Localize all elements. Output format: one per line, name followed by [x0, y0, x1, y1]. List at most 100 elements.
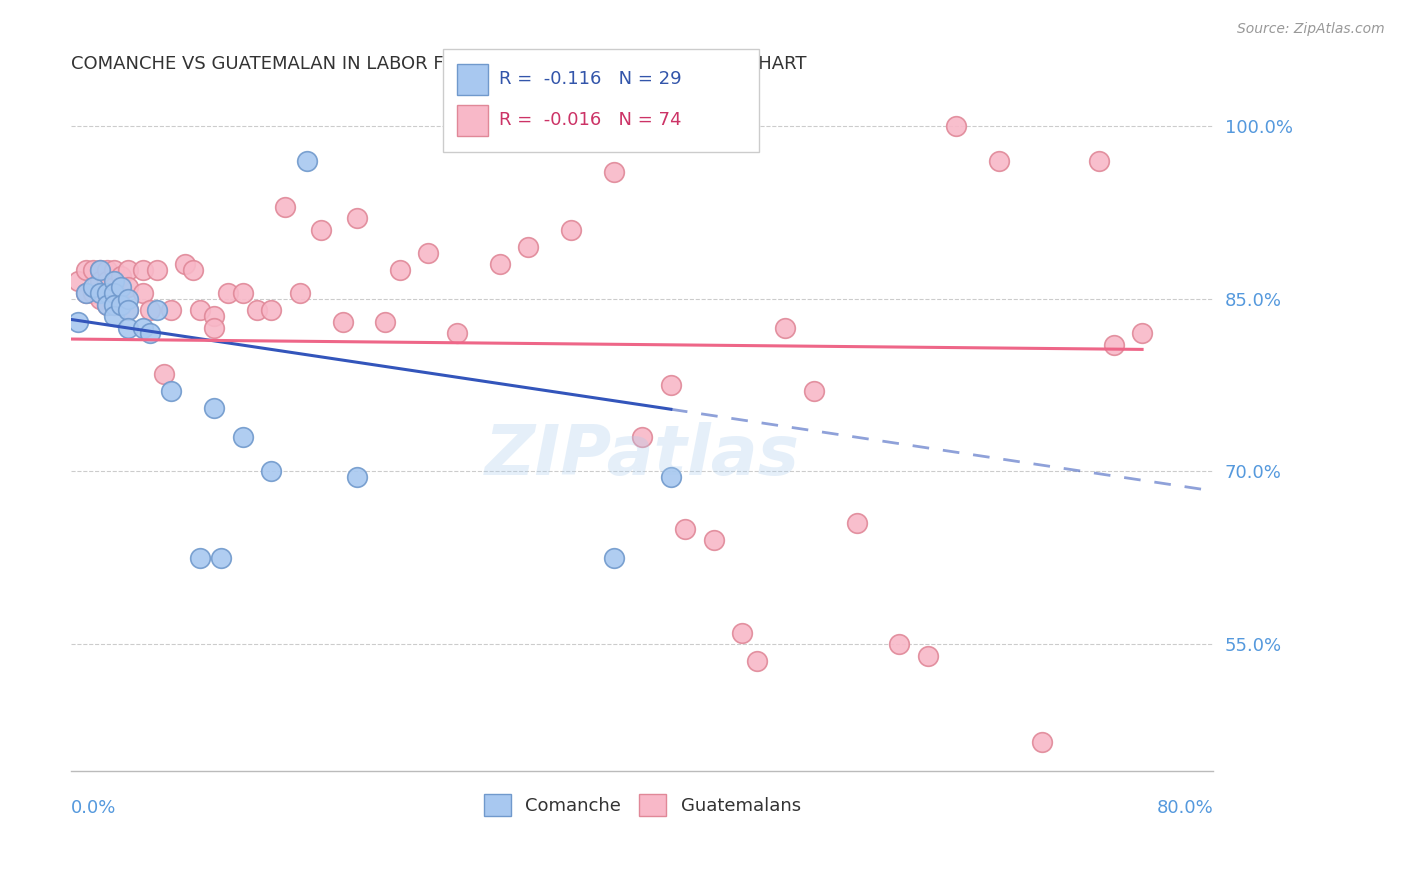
Point: [131, 285, 153, 300]
Point: [82, 280, 104, 294]
Point: [146, 303, 169, 318]
Point: [89, 263, 111, 277]
Point: [346, 470, 368, 484]
Point: [103, 285, 125, 300]
Point: [117, 320, 139, 334]
Point: [160, 384, 183, 398]
Point: [631, 430, 654, 444]
Point: [103, 297, 125, 311]
Point: [332, 315, 354, 329]
Point: [659, 378, 682, 392]
Point: [75, 285, 97, 300]
Point: [745, 654, 768, 668]
Point: [153, 367, 176, 381]
Point: [96, 263, 118, 277]
Point: [188, 303, 211, 318]
Point: [117, 303, 139, 318]
Legend: Comanche, Guatemalans: Comanche, Guatemalans: [477, 787, 808, 823]
Point: [202, 320, 225, 334]
Point: [603, 550, 626, 565]
Point: [117, 280, 139, 294]
Point: [110, 297, 132, 311]
Point: [209, 550, 232, 565]
Point: [202, 309, 225, 323]
Point: [103, 297, 125, 311]
Point: [103, 309, 125, 323]
Point: [232, 430, 254, 444]
Point: [673, 522, 696, 536]
Point: [160, 303, 183, 318]
Point: [117, 292, 139, 306]
Text: ZIPatlas: ZIPatlas: [485, 422, 800, 489]
Point: [517, 240, 540, 254]
Point: [131, 320, 153, 334]
Point: [103, 280, 125, 294]
Point: [246, 303, 269, 318]
Point: [346, 211, 368, 226]
Point: [917, 648, 939, 663]
Point: [103, 263, 125, 277]
Point: [181, 263, 204, 277]
Point: [75, 285, 97, 300]
Text: COMANCHE VS GUATEMALAN IN LABOR FORCE | AGE 45-54 CORRELATION CHART: COMANCHE VS GUATEMALAN IN LABOR FORCE | …: [72, 55, 807, 73]
Point: [803, 384, 825, 398]
Point: [295, 153, 318, 168]
Point: [446, 326, 468, 341]
Point: [659, 470, 682, 484]
Point: [117, 263, 139, 277]
Text: R =  -0.116   N = 29: R = -0.116 N = 29: [499, 70, 682, 88]
Point: [731, 625, 754, 640]
Point: [174, 257, 197, 271]
Point: [110, 268, 132, 283]
Point: [139, 326, 162, 341]
Text: 80.0%: 80.0%: [1157, 799, 1213, 817]
Point: [232, 285, 254, 300]
Point: [703, 533, 725, 548]
Point: [1130, 326, 1153, 341]
Point: [560, 223, 582, 237]
Point: [110, 280, 132, 294]
Point: [96, 297, 118, 311]
Point: [945, 119, 967, 133]
Point: [388, 263, 411, 277]
Point: [1088, 153, 1111, 168]
Point: [260, 303, 283, 318]
Point: [288, 285, 311, 300]
Point: [75, 263, 97, 277]
Point: [82, 263, 104, 277]
Point: [309, 223, 332, 237]
Point: [89, 285, 111, 300]
Point: [202, 401, 225, 416]
Point: [139, 303, 162, 318]
Point: [110, 297, 132, 311]
Point: [67, 275, 90, 289]
Point: [146, 263, 169, 277]
Point: [82, 285, 104, 300]
Point: [89, 275, 111, 289]
Point: [773, 320, 796, 334]
Text: R =  -0.016   N = 74: R = -0.016 N = 74: [499, 112, 682, 129]
Point: [131, 263, 153, 277]
Point: [260, 464, 283, 478]
Point: [845, 516, 868, 531]
Point: [274, 200, 297, 214]
Point: [96, 285, 118, 300]
Point: [188, 550, 211, 565]
Point: [374, 315, 396, 329]
Text: 0.0%: 0.0%: [72, 799, 117, 817]
Point: [103, 275, 125, 289]
Point: [418, 245, 440, 260]
Point: [89, 263, 111, 277]
Point: [67, 315, 90, 329]
Point: [89, 292, 111, 306]
Point: [603, 165, 626, 179]
Point: [96, 297, 118, 311]
Point: [217, 285, 239, 300]
Point: [96, 275, 118, 289]
Point: [988, 153, 1011, 168]
Point: [1102, 338, 1125, 352]
Point: [889, 637, 911, 651]
Point: [117, 303, 139, 318]
Text: Source: ZipAtlas.com: Source: ZipAtlas.com: [1237, 22, 1385, 37]
Point: [488, 257, 510, 271]
